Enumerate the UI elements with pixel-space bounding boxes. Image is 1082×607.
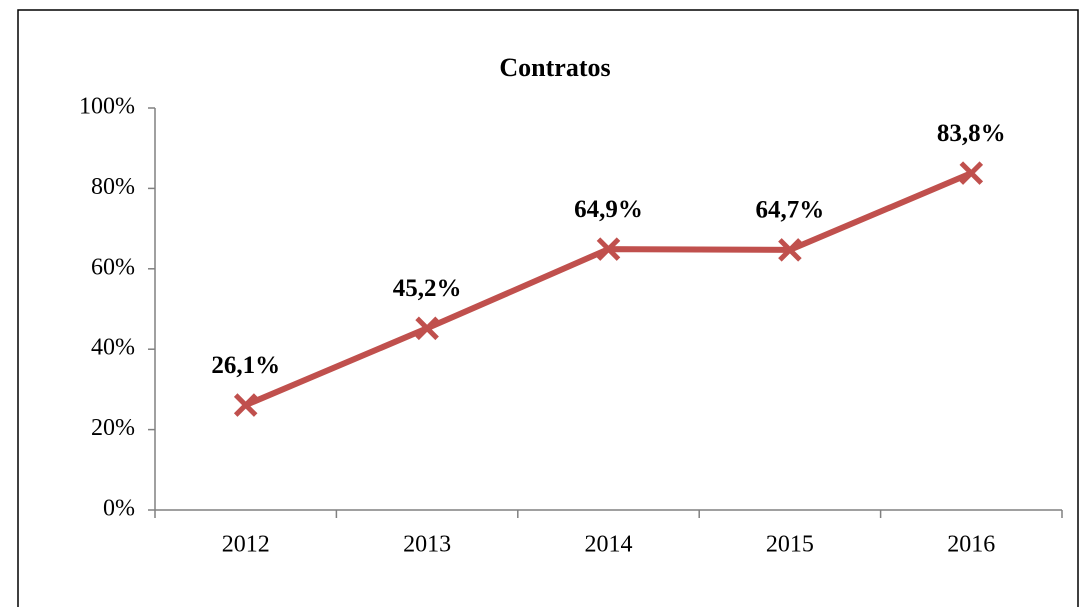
x-tick-label: 2015 (766, 532, 814, 558)
y-tick-label: 0% (103, 496, 135, 522)
marker (778, 238, 802, 262)
y-tick-label: 100% (79, 94, 135, 120)
x-tick-label: 2016 (947, 532, 995, 558)
data-label: 83,8% (937, 120, 1006, 147)
x-tick-label: 2014 (585, 532, 633, 558)
y-tick-label: 60% (91, 254, 135, 280)
y-tick-label: 20% (91, 415, 135, 441)
data-label: 64,7% (756, 197, 825, 224)
chart-title: Contratos (499, 53, 610, 82)
x-tick-label: 2012 (222, 532, 270, 558)
y-tick-label: 40% (91, 335, 135, 361)
chart-border (17, 9, 1079, 607)
x-tick-label: 2013 (403, 532, 451, 558)
marker (233, 393, 258, 417)
y-tick-label: 80% (91, 174, 135, 200)
data-label: 45,2% (393, 275, 462, 302)
marker (959, 161, 984, 185)
marker (596, 237, 621, 261)
data-label: 64,9% (574, 196, 643, 223)
data-label: 26,1% (211, 352, 280, 379)
marker (415, 316, 439, 341)
